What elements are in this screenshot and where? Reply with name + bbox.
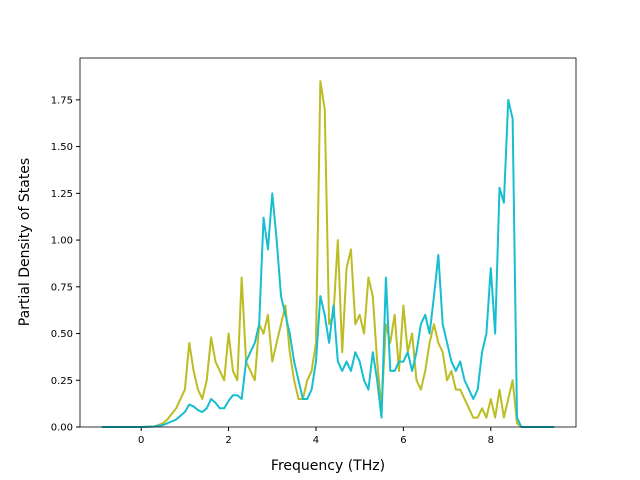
x-tick-label: 2 [225, 435, 231, 446]
y-tick-label: 1.00 [51, 236, 73, 247]
line [101, 80, 555, 428]
y-tick-label: 0.50 [51, 329, 73, 340]
y-tick-label: 0.00 [51, 423, 73, 434]
axes-frame [79, 57, 577, 428]
line [101, 98, 555, 428]
y-tick-label: 1.50 [51, 142, 73, 153]
y-tick-label: 0.75 [51, 282, 73, 293]
y-axis-label: Partial Density of States [17, 158, 33, 326]
x-tick-label: 4 [313, 435, 319, 446]
y-tick-label: 1.75 [51, 95, 73, 106]
x-tick-label: 8 [488, 435, 494, 446]
y-tick-label: 1.25 [51, 189, 73, 200]
x-tick-label: 6 [400, 435, 406, 446]
x-tick-label: 0 [138, 435, 144, 446]
y-tick-label: 0.25 [51, 376, 73, 387]
x-axis-label: Frequency (THz) [271, 458, 385, 474]
